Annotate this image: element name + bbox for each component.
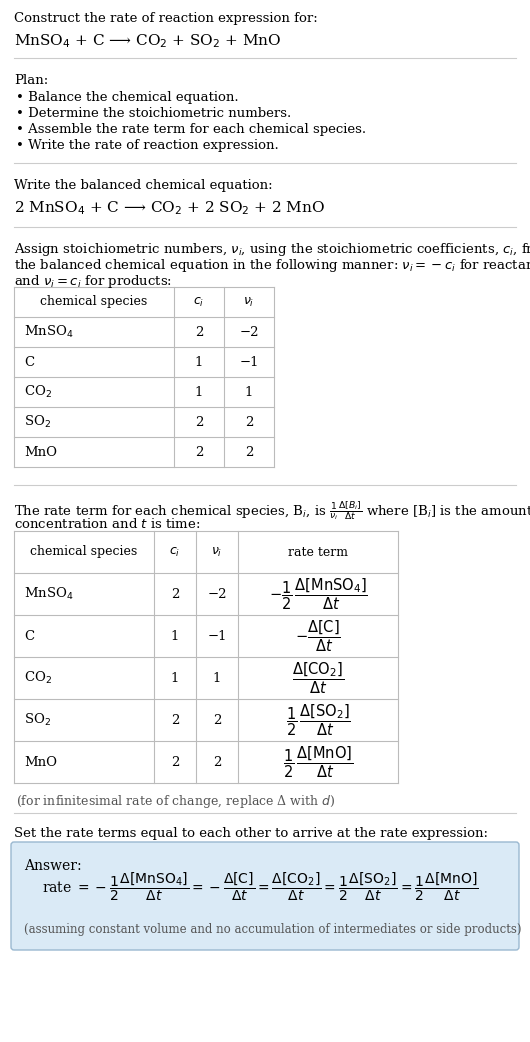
Text: • Assemble the rate term for each chemical species.: • Assemble the rate term for each chemic… [16, 123, 366, 137]
Text: 2: 2 [171, 755, 179, 769]
Text: 2: 2 [195, 325, 203, 339]
Text: MnO: MnO [24, 446, 57, 458]
Text: The rate term for each chemical species, B$_i$, is $\frac{1}{\nu_i}\frac{\Delta[: The rate term for each chemical species,… [14, 499, 530, 522]
Text: $\dfrac{\Delta[\mathrm{CO_2}]}{\Delta t}$: $\dfrac{\Delta[\mathrm{CO_2}]}{\Delta t}… [292, 661, 344, 696]
Text: −2: −2 [239, 325, 259, 339]
Text: SO$_2$: SO$_2$ [24, 712, 51, 728]
Text: concentration and $t$ is time:: concentration and $t$ is time: [14, 517, 200, 531]
Text: Answer:: Answer: [24, 859, 82, 873]
Text: $\nu_i$: $\nu_i$ [243, 296, 255, 308]
Text: rate $= -\dfrac{1}{2}\dfrac{\Delta[\mathrm{MnSO_4}]}{\Delta t} = -\dfrac{\Delta[: rate $= -\dfrac{1}{2}\dfrac{\Delta[\math… [42, 871, 479, 903]
Text: • Determine the stoichiometric numbers.: • Determine the stoichiometric numbers. [16, 107, 292, 120]
Text: −2: −2 [207, 588, 227, 600]
Text: 1: 1 [171, 671, 179, 685]
Text: −1: −1 [239, 355, 259, 369]
Text: SO$_2$: SO$_2$ [24, 414, 51, 430]
Text: 1: 1 [245, 386, 253, 398]
Text: 1: 1 [195, 355, 203, 369]
Text: and $\nu_i = c_i$ for products:: and $\nu_i = c_i$ for products: [14, 273, 172, 290]
Text: • Write the rate of reaction expression.: • Write the rate of reaction expression. [16, 139, 279, 152]
Text: C: C [24, 629, 34, 643]
Text: 2: 2 [195, 446, 203, 458]
FancyBboxPatch shape [11, 842, 519, 950]
Text: Set the rate terms equal to each other to arrive at the rate expression:: Set the rate terms equal to each other t… [14, 827, 488, 840]
Text: 2: 2 [171, 588, 179, 600]
Text: Write the balanced chemical equation:: Write the balanced chemical equation: [14, 179, 272, 192]
Text: 2: 2 [195, 416, 203, 428]
Text: (assuming constant volume and no accumulation of intermediates or side products): (assuming constant volume and no accumul… [24, 923, 522, 936]
Text: C: C [24, 355, 34, 369]
Text: 1: 1 [213, 671, 221, 685]
Text: Assign stoichiometric numbers, $\nu_i$, using the stoichiometric coefficients, $: Assign stoichiometric numbers, $\nu_i$, … [14, 241, 530, 258]
Text: $\nu_i$: $\nu_i$ [211, 545, 223, 559]
Text: 2: 2 [245, 416, 253, 428]
Text: Plan:: Plan: [14, 74, 48, 86]
Text: $-\dfrac{\Delta[\mathrm{C}]}{\Delta t}$: $-\dfrac{\Delta[\mathrm{C}]}{\Delta t}$ [295, 618, 341, 653]
Text: MnSO$_4$: MnSO$_4$ [24, 586, 74, 602]
Text: Construct the rate of reaction expression for:: Construct the rate of reaction expressio… [14, 13, 318, 25]
Text: rate term: rate term [288, 546, 348, 559]
Text: 2: 2 [171, 714, 179, 726]
Text: $c_i$: $c_i$ [170, 545, 181, 559]
Text: 1: 1 [171, 629, 179, 643]
Text: $\dfrac{1}{2}\,\dfrac{\Delta[\mathrm{MnO}]}{\Delta t}$: $\dfrac{1}{2}\,\dfrac{\Delta[\mathrm{MnO… [283, 744, 353, 779]
Text: 2: 2 [245, 446, 253, 458]
Text: MnO: MnO [24, 755, 57, 769]
Text: CO$_2$: CO$_2$ [24, 670, 52, 686]
Text: MnSO$_4$ + C ⟶ CO$_2$ + SO$_2$ + MnO: MnSO$_4$ + C ⟶ CO$_2$ + SO$_2$ + MnO [14, 32, 281, 50]
Text: (for infinitesimal rate of change, replace Δ with $d$): (for infinitesimal rate of change, repla… [16, 793, 335, 810]
Text: chemical species: chemical species [40, 296, 148, 308]
Text: −1: −1 [207, 629, 227, 643]
Text: chemical species: chemical species [30, 546, 138, 559]
Text: 2: 2 [213, 755, 221, 769]
Text: $c_i$: $c_i$ [193, 296, 205, 308]
Text: MnSO$_4$: MnSO$_4$ [24, 324, 74, 340]
Text: CO$_2$: CO$_2$ [24, 383, 52, 400]
Text: $-\dfrac{1}{2}\,\dfrac{\Delta[\mathrm{MnSO_4}]}{\Delta t}$: $-\dfrac{1}{2}\,\dfrac{\Delta[\mathrm{Mn… [269, 576, 367, 612]
Text: • Balance the chemical equation.: • Balance the chemical equation. [16, 91, 239, 104]
Text: the balanced chemical equation in the following manner: $\nu_i = -c_i$ for react: the balanced chemical equation in the fo… [14, 257, 530, 274]
Text: $\dfrac{1}{2}\,\dfrac{\Delta[\mathrm{SO_2}]}{\Delta t}$: $\dfrac{1}{2}\,\dfrac{\Delta[\mathrm{SO_… [286, 702, 350, 738]
Text: 2: 2 [213, 714, 221, 726]
Text: 1: 1 [195, 386, 203, 398]
Text: 2 MnSO$_4$ + C ⟶ CO$_2$ + 2 SO$_2$ + 2 MnO: 2 MnSO$_4$ + C ⟶ CO$_2$ + 2 SO$_2$ + 2 M… [14, 199, 325, 217]
